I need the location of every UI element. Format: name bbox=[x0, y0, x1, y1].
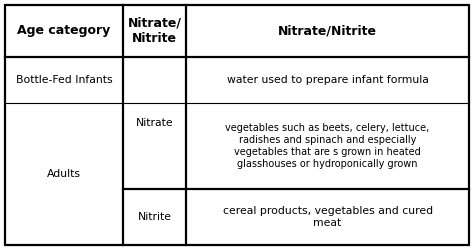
Text: Bottle-Fed Infants: Bottle-Fed Infants bbox=[16, 75, 112, 85]
Text: vegetables such as beets, celery, lettuce,
radishes and spinach and especially
v: vegetables such as beets, celery, lettuc… bbox=[226, 123, 430, 169]
Text: Age category: Age category bbox=[18, 24, 110, 37]
Text: Nitrate/Nitrite: Nitrate/Nitrite bbox=[278, 24, 377, 37]
Text: Nitrite: Nitrite bbox=[137, 212, 172, 222]
Text: Nitrate/
Nitrite: Nitrate/ Nitrite bbox=[128, 16, 182, 45]
Text: cereal products, vegetables and cured
meat: cereal products, vegetables and cured me… bbox=[222, 206, 433, 228]
Text: Adults: Adults bbox=[47, 169, 81, 179]
Text: water used to prepare infant formula: water used to prepare infant formula bbox=[227, 75, 428, 85]
Text: Nitrate: Nitrate bbox=[136, 118, 173, 128]
